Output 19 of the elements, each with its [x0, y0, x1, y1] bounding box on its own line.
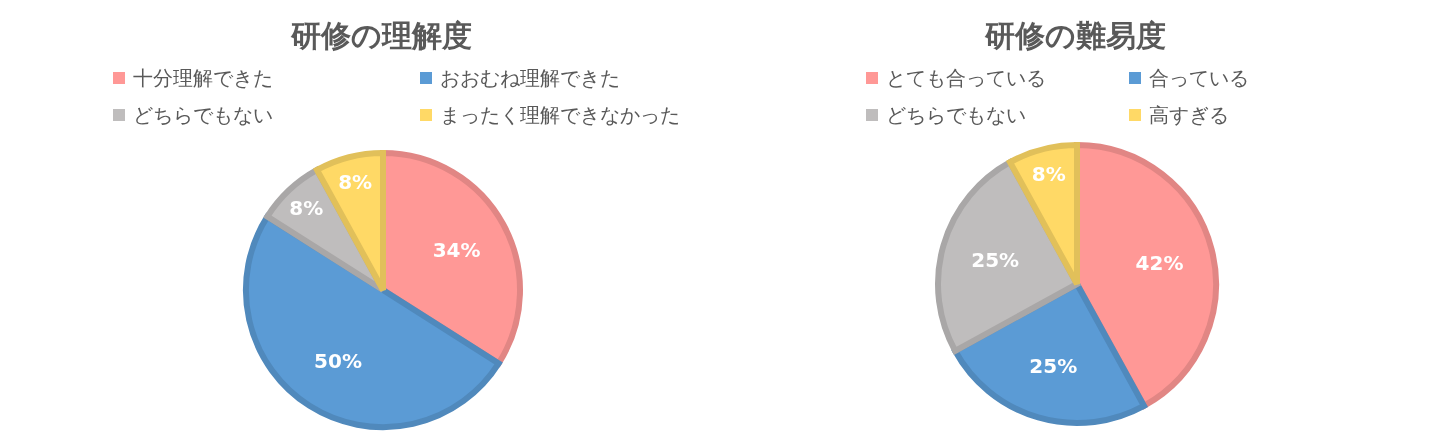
chart-title: 研修の理解度 [289, 17, 472, 53]
data-label: 42% [1135, 250, 1184, 275]
data-label: 34% [432, 237, 481, 262]
legend-label: どちらでもない [133, 103, 273, 127]
legend-label: まったく理解できなかった [440, 103, 680, 127]
data-label: 50% [314, 348, 362, 373]
legend-label: どちらでもない [886, 103, 1026, 127]
data-label: 25% [1029, 353, 1078, 378]
legend-label: 十分理解できた [133, 66, 273, 90]
chart-title: 研修の難易度 [983, 17, 1166, 53]
data-label: 25% [971, 248, 1020, 273]
legend-label: おおむね理解できた [440, 66, 620, 90]
data-label: 8% [1031, 161, 1066, 186]
legend-label: 高すぎる [1149, 103, 1229, 127]
data-label: 8% [338, 169, 373, 194]
pie-slice [935, 159, 1080, 354]
data-label: 8% [289, 196, 324, 221]
legend-label: 合っている [1149, 66, 1249, 90]
legend-label: とても合っている [886, 66, 1046, 90]
